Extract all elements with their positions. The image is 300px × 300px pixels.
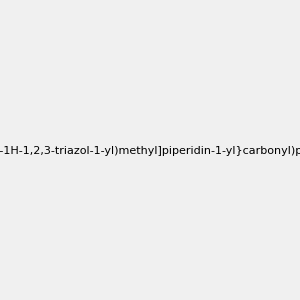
Text: 3-({3-[(4-cyclopentyl-1H-1,2,3-triazol-1-yl)methyl]piperidin-1-yl}carbonyl)pyraz: 3-({3-[(4-cyclopentyl-1H-1,2,3-triazol-1…: [0, 146, 300, 157]
